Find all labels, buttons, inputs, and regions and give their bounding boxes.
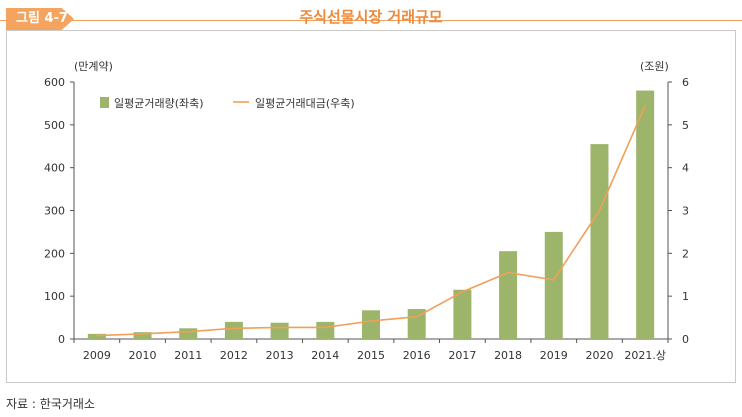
y-right-tick-label: 1 [682, 290, 689, 303]
line-point [187, 330, 190, 333]
figure-title: 주식선물시장 거래규모 [299, 8, 443, 26]
line-point [233, 327, 235, 330]
bar-volume [224, 321, 243, 339]
bar-volume [590, 144, 609, 339]
y-right-tick-label: 3 [682, 205, 689, 218]
x-tick-label: 2015 [357, 349, 385, 362]
bar-volume [453, 289, 472, 339]
x-tick-label: 2021.상 [624, 349, 666, 362]
bar-volume [179, 328, 198, 339]
bar-volume [270, 322, 289, 339]
x-tick-label: 2016 [403, 349, 431, 362]
source-note: 자료 : 한국거래소 [6, 397, 95, 411]
line-point [507, 271, 509, 274]
top-rule [0, 20, 742, 21]
x-tick-label: 2013 [266, 349, 294, 362]
line-point [552, 279, 555, 281]
line-point [141, 333, 144, 335]
y-left-tick-label: 200 [44, 247, 65, 260]
x-tick-label: 2010 [129, 349, 157, 362]
line-point [370, 320, 372, 322]
bar-volume [499, 251, 518, 339]
line-point [96, 334, 98, 337]
line-point [278, 326, 281, 329]
line-point [644, 104, 646, 107]
line-point [324, 326, 327, 329]
y-right-tick-label: 2 [682, 247, 689, 260]
line-point [461, 291, 464, 293]
bar-volume [362, 310, 380, 339]
y-left-tick-label: 500 [44, 119, 65, 132]
y-left-unit-label: (만계약) [74, 59, 113, 73]
x-tick-label: 2020 [585, 349, 613, 362]
figure-number-tag: 그림 4-7 [6, 8, 74, 30]
bar-volume [316, 321, 335, 339]
y-right-tick-label: 4 [682, 162, 689, 175]
x-tick-label: 2014 [311, 349, 339, 362]
x-tick-label: 2009 [83, 349, 111, 362]
legend-swatch-bar [100, 97, 109, 108]
y-left-tick-label: 300 [44, 205, 65, 218]
y-left-tick-label: 0 [58, 333, 65, 346]
y-right-tick-label: 0 [682, 333, 689, 346]
x-tick-label: 2011 [174, 349, 202, 362]
bar-volume [133, 332, 152, 339]
legend-label-line: 일평균거래대금(우축) [255, 96, 355, 110]
y-left-tick-label: 400 [44, 162, 65, 175]
y-right-unit-label: (조원) [640, 60, 669, 73]
y-right-tick-label: 5 [682, 119, 689, 132]
x-tick-label: 2012 [220, 349, 248, 362]
line-point [415, 315, 418, 318]
bar-volume [87, 333, 106, 339]
y-left-tick-label: 100 [44, 290, 65, 303]
legend-label-bar: 일평균거래량(좌축) [114, 96, 204, 110]
bar-volume [544, 231, 563, 339]
x-tick-label: 2019 [540, 349, 568, 362]
y-left-tick-label: 600 [44, 76, 65, 89]
bar-volume [636, 90, 655, 339]
line-point [598, 209, 601, 212]
y-right-tick-label: 6 [682, 76, 689, 89]
x-tick-label: 2018 [494, 349, 522, 362]
line-value [96, 105, 646, 337]
x-tick-label: 2017 [448, 349, 476, 362]
